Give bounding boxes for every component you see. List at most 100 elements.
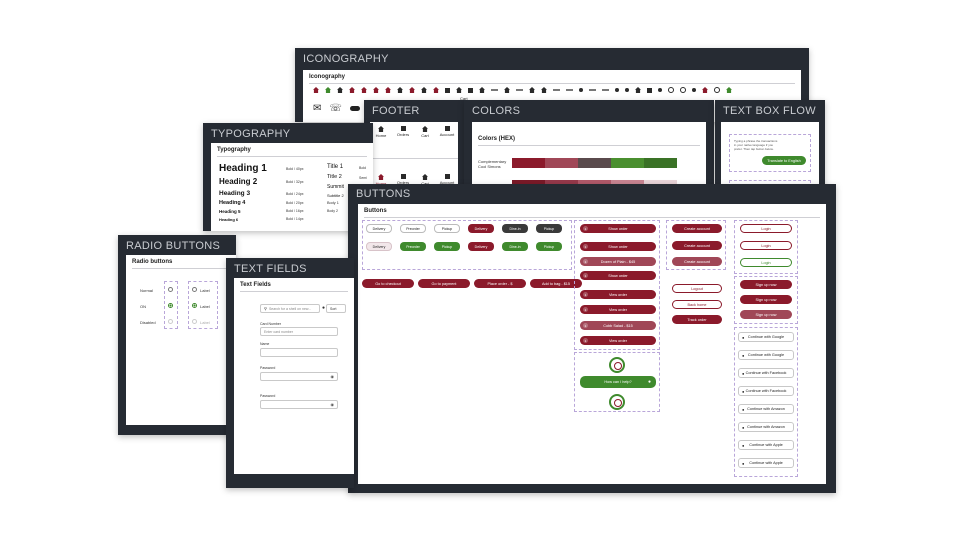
heading-1-meta: Bold / 40px: [286, 167, 304, 171]
heading-4-meta: Bold / 20px: [286, 201, 304, 205]
order-button[interactable]: 1 View order: [580, 290, 656, 299]
service-chip[interactable]: Pickup: [536, 242, 562, 251]
auth-button[interactable]: Sign up now: [740, 310, 792, 319]
account-button[interactable]: Create account: [672, 224, 722, 233]
title-1-meta: Bold: [359, 166, 367, 170]
order-button[interactable]: 1 Show order: [580, 224, 656, 233]
text-box-flow-card: TEXT BOX FLOW Typing a phrase the transa…: [715, 100, 825, 192]
menu-icon: [553, 89, 560, 91]
radio-buttons-card: RADIO BUTTONS Radio buttons Normal ON Di…: [118, 235, 236, 435]
social-login-button[interactable]: ● Continue with Facebook: [738, 386, 794, 396]
social-login-button[interactable]: ● Continue with Apple: [738, 440, 794, 450]
add-circle-icon: [680, 87, 686, 93]
heading-6-meta: Bold / 14px: [286, 217, 304, 221]
auth-button[interactable]: Sign up now: [740, 295, 792, 304]
translate-button[interactable]: Translate to English: [762, 156, 806, 165]
checkout-button[interactable]: Go to payment: [418, 279, 470, 288]
cart-icon: [479, 87, 485, 93]
count-badge: 1: [583, 292, 588, 297]
order-button-label: View order: [608, 338, 628, 343]
service-chip[interactable]: Pickup: [434, 242, 460, 251]
order-button[interactable]: 1 Cobb Salad - $15: [580, 321, 656, 330]
password-field[interactable]: ◉: [260, 372, 338, 381]
order-button[interactable]: 1 Dozen of Plain - $45: [580, 257, 656, 266]
home-icon: [325, 87, 331, 93]
service-chip[interactable]: Dine-in: [502, 224, 528, 233]
account-button[interactable]: Create account: [672, 241, 722, 250]
chips-frame: [362, 220, 572, 270]
account-frame: [666, 220, 726, 270]
password-field-2[interactable]: ◉: [260, 400, 338, 409]
service-chip[interactable]: Pickup: [536, 224, 562, 233]
service-chip[interactable]: Delivery: [366, 224, 392, 233]
order-button[interactable]: 1 View order: [580, 336, 656, 345]
eye-icon[interactable]: ◉: [330, 374, 335, 379]
service-chip[interactable]: Preorder: [400, 242, 426, 251]
service-chip[interactable]: Preorder: [400, 224, 426, 233]
order-button[interactable]: 1 Show order: [580, 242, 656, 251]
checkout-button[interactable]: Place order - $: [474, 279, 526, 288]
social-login-button[interactable]: ● Continue with Google: [738, 350, 794, 360]
toggle-icon: [349, 106, 360, 111]
social-login-button[interactable]: ● Continue with Facebook: [738, 368, 794, 378]
footer-item-cart[interactable]: Cart: [415, 126, 435, 138]
radio-state-on: ON: [140, 304, 146, 309]
cart-icon: [385, 87, 391, 93]
radio-normal[interactable]: [168, 287, 173, 292]
checkout-button[interactable]: Go to checkout: [362, 279, 414, 288]
card-number-field[interactable]: Enter card number: [260, 327, 338, 336]
color-swatch: [578, 158, 611, 168]
social-login-button[interactable]: ● Continue with Apple: [738, 458, 794, 468]
social-login-label: Continue with Apple: [749, 461, 783, 465]
voice-assistant-button[interactable]: How can I help? ●: [580, 376, 656, 388]
footer-item-home[interactable]: Home: [371, 126, 391, 138]
provider-icon: ●: [742, 370, 745, 376]
footer-item-orders[interactable]: Orders: [393, 126, 413, 138]
footer-item-account[interactable]: Account: [437, 174, 457, 186]
radio-on[interactable]: [168, 303, 173, 308]
password-label: Password: [260, 366, 276, 370]
search-icon: ⚲: [264, 306, 267, 311]
footer-item-cart[interactable]: Cart: [415, 174, 435, 186]
account-button[interactable]: Back home: [672, 300, 722, 309]
social-login-button[interactable]: ● Continue with Amazon: [738, 422, 794, 432]
body-2: Body 2: [327, 209, 338, 213]
service-chip[interactable]: Delivery: [468, 242, 494, 251]
phone-icon: ☏: [329, 103, 342, 114]
auth-button[interactable]: Login: [740, 224, 792, 233]
account-button[interactable]: Logout: [672, 284, 722, 293]
auth-button[interactable]: Sign up now: [740, 280, 792, 289]
auth-button[interactable]: Login: [740, 258, 792, 267]
name-field[interactable]: [260, 348, 338, 357]
heading-1: Heading 1: [219, 163, 267, 174]
service-chip[interactable]: Delivery: [366, 242, 392, 251]
microphone-icon[interactable]: ●: [322, 305, 326, 311]
social-login-button[interactable]: ● Continue with Amazon: [738, 404, 794, 414]
text-fields-title: Text Fields: [240, 278, 348, 292]
radio-normal-labeled[interactable]: [192, 287, 197, 292]
service-chip[interactable]: Dine-in: [502, 242, 528, 251]
order-button[interactable]: 1 View order: [580, 305, 656, 314]
radio-on-labeled[interactable]: [192, 303, 197, 308]
account-button[interactable]: Track order: [672, 315, 722, 324]
footer-item-account[interactable]: Account: [437, 126, 457, 138]
footer-item-home-active[interactable]: Home: [371, 174, 391, 186]
eye-icon[interactable]: ◉: [330, 402, 335, 407]
checkout-button[interactable]: Add to bag - $15: [530, 279, 582, 288]
sliders-icon: [602, 89, 609, 91]
search-input[interactable]: ⚲ Search for a shell on new...: [260, 304, 320, 313]
auth-button[interactable]: Login: [740, 241, 792, 250]
service-chip[interactable]: Delivery: [468, 224, 494, 233]
order-button[interactable]: 1 Show order: [580, 271, 656, 280]
footer-nav-1: Home Orders Cart Account: [370, 126, 458, 138]
sort-button[interactable]: Sort: [326, 304, 346, 313]
colors-panel: Colors (HEX) Complementary Cool Simons: [472, 122, 706, 192]
text-box-flow-card-title: TEXT BOX FLOW: [723, 105, 816, 117]
walk-icon: [504, 87, 510, 93]
social-login-button[interactable]: ● Continue with Google: [738, 332, 794, 342]
footer-item-orders[interactable]: Orders: [393, 174, 413, 186]
service-chip[interactable]: Pickup: [434, 224, 460, 233]
iconography-divider: [309, 83, 795, 84]
account-button[interactable]: Create account: [672, 257, 722, 266]
count-badge: 1: [583, 259, 588, 264]
